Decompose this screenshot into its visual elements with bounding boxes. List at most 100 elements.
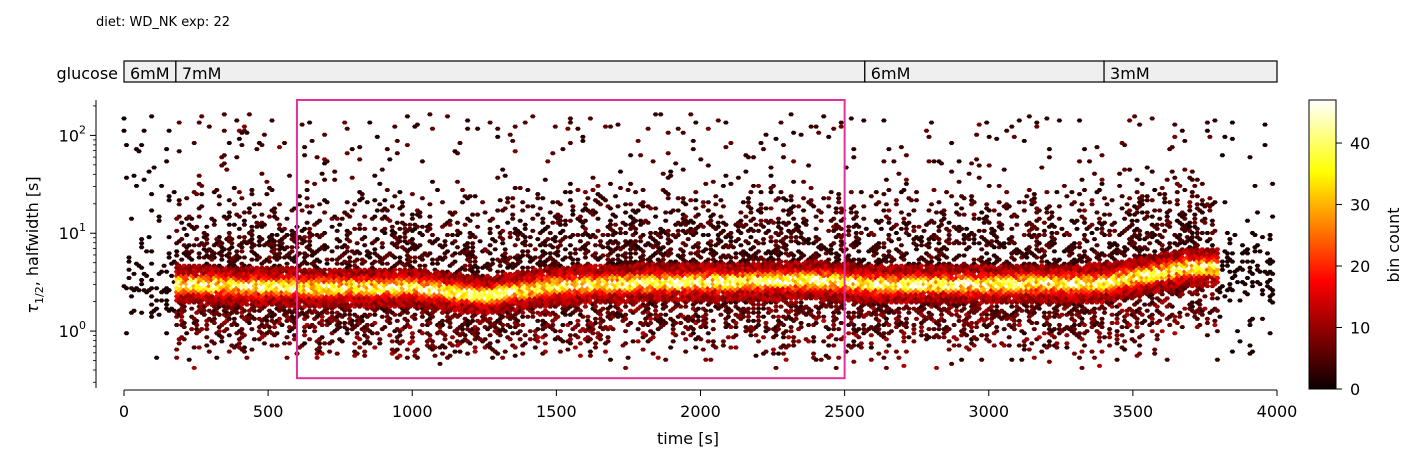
hexbin-cell	[251, 243, 258, 248]
hexbin-cell	[336, 321, 343, 325]
hexbin-cell	[244, 130, 250, 135]
hexbin-cell	[509, 204, 516, 209]
hexbin-cell	[291, 206, 298, 211]
hexbin-cell	[153, 286, 160, 291]
hexbin-cell	[419, 233, 426, 237]
hexbin-cell	[148, 208, 155, 213]
hexbin-cell	[617, 169, 624, 174]
hexbin-cell	[688, 112, 694, 117]
hexbin-cell	[306, 239, 313, 244]
hexbin-cell	[351, 226, 358, 231]
hexbin-cell	[547, 231, 554, 235]
hexbin-cell	[349, 175, 355, 180]
hexbin-cell	[693, 345, 699, 350]
hexbin-cell	[519, 351, 526, 356]
hexbin-cell	[387, 157, 393, 162]
hexbin-cell	[274, 233, 280, 237]
hexbin-cell	[384, 208, 391, 213]
hexbin-cell	[372, 345, 378, 350]
hexbin-cell	[161, 263, 167, 268]
hexbin-cell	[397, 353, 403, 358]
hexbin-cell	[567, 120, 574, 125]
hexbin-cell	[637, 153, 644, 158]
hexbin-cell	[231, 222, 238, 227]
hexbin-cell	[467, 259, 473, 264]
hexbin-cell	[427, 333, 433, 338]
hexbin-cell	[427, 202, 433, 207]
hexbin-cell	[387, 316, 393, 321]
hexbin-cell	[494, 224, 501, 229]
hexbin-cell	[329, 249, 335, 254]
hexbin-cell	[246, 321, 253, 325]
hexbin-cell	[773, 366, 779, 370]
hexbin-cell	[394, 318, 401, 323]
hexbin-cell	[750, 155, 757, 160]
hexbin-cell	[607, 218, 614, 223]
hexbin-cell	[499, 237, 506, 242]
hexbin-cell	[512, 124, 518, 129]
glucose-segment-label: 7mM	[182, 64, 222, 83]
hexbin-cell	[755, 318, 762, 323]
hexbin-cell	[570, 212, 576, 217]
hexbin-cell	[800, 196, 807, 201]
hexbin-cell	[324, 159, 330, 164]
hexbin-cell	[755, 228, 762, 233]
hexbin-cell	[427, 222, 433, 227]
hexbin-cell	[577, 341, 584, 346]
hexbin-cell	[163, 147, 170, 152]
hexbin-cell	[359, 318, 365, 323]
hexbin-cell	[753, 353, 759, 358]
hexbin-cell	[718, 312, 724, 317]
hexbin-cell	[344, 249, 350, 254]
hexbin-cell	[477, 239, 483, 244]
hexbin-cell	[778, 190, 784, 195]
hexbin-cell	[412, 259, 418, 264]
hexbin-cell	[266, 325, 273, 329]
hexbin-cell	[284, 355, 290, 360]
hexbin-cell	[645, 126, 651, 131]
hexbin-cell	[582, 190, 589, 195]
hexbin-cell	[504, 200, 511, 205]
hexbin-cell	[550, 220, 556, 225]
hexbin-cell	[700, 347, 707, 352]
hexbin-cell	[374, 331, 381, 336]
hexbin-cell	[567, 116, 574, 121]
hexbin-cell	[131, 308, 137, 313]
hexbin-cell	[680, 331, 686, 336]
hexbin-cell	[121, 128, 127, 133]
hexbin-cell	[211, 316, 218, 321]
hexbin-cell	[361, 349, 368, 354]
hexbin-cell	[364, 200, 371, 205]
hexbin-cell	[545, 159, 551, 164]
hexbin-cell	[259, 143, 265, 147]
hexbin-cell	[434, 237, 441, 242]
hexbin-cell	[221, 128, 228, 133]
hexbin-cell	[274, 331, 280, 336]
hexbin-cell	[530, 216, 536, 221]
hexbin-cell	[231, 202, 238, 207]
hexbin-cell	[324, 310, 330, 315]
hexbin-cell	[204, 323, 210, 327]
hexbin-cell	[755, 314, 762, 319]
hexbin-cell	[271, 243, 278, 248]
hexbin-cell	[249, 327, 255, 332]
hexbin-cell	[582, 304, 589, 309]
hexbin-cell	[316, 259, 323, 264]
hexbin-cell	[204, 327, 210, 332]
hexbin-cell	[241, 308, 248, 313]
hexbin-cell	[775, 220, 782, 225]
hexbin-cell	[291, 259, 298, 264]
hexbin-cell	[219, 335, 225, 340]
hexbin-cell	[224, 327, 230, 332]
hexbin-cell	[166, 235, 172, 240]
hexbin-cell	[550, 200, 556, 205]
hexbin-cell	[346, 239, 353, 244]
hexbin-cell	[567, 198, 574, 203]
hexbin-cell	[753, 222, 759, 227]
hexbin-cell	[670, 339, 676, 344]
hexbin-cell	[457, 349, 463, 354]
hexbin-cell	[577, 239, 584, 244]
hexbin-cell	[469, 249, 476, 254]
hexbin-cell	[748, 210, 754, 215]
hexbin-cell	[509, 331, 516, 336]
